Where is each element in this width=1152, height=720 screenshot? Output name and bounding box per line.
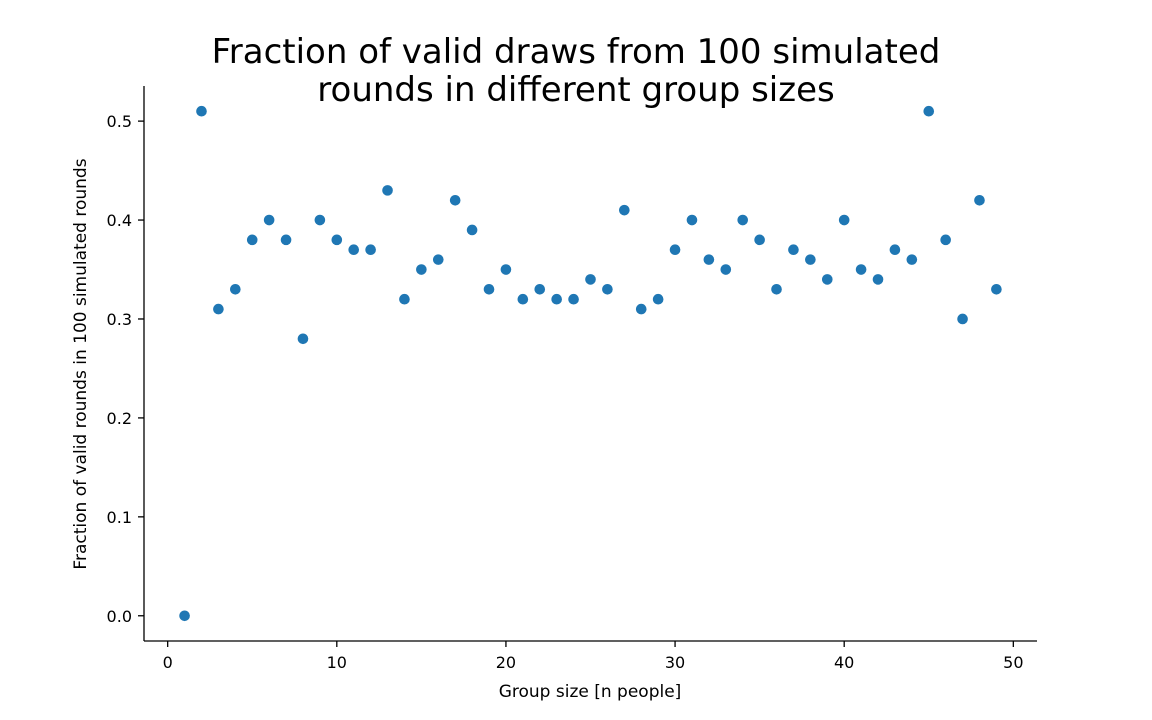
data-point bbox=[754, 234, 765, 246]
data-point bbox=[263, 214, 275, 226]
data-point bbox=[230, 284, 241, 295]
x-tick-label: 20 bbox=[496, 653, 516, 672]
data-point bbox=[196, 105, 207, 117]
data-point bbox=[534, 284, 546, 295]
y-axis-ticks: 0.0 0.1 0.2 0.3 0.4 0.5 bbox=[107, 112, 144, 626]
data-point bbox=[889, 244, 901, 256]
data-point bbox=[906, 254, 918, 265]
data-point bbox=[652, 293, 664, 305]
data-point bbox=[686, 214, 698, 226]
data-point bbox=[365, 244, 376, 256]
data-point bbox=[314, 214, 326, 226]
chart-title-line-1: Fraction of valid draws from 100 simulat… bbox=[212, 32, 941, 72]
y-axis-label: Fraction of valid rounds in 100 simulate… bbox=[71, 158, 91, 569]
data-point bbox=[280, 234, 292, 246]
data-point bbox=[585, 274, 596, 285]
y-tick-label: 0.2 bbox=[107, 409, 132, 428]
data-point bbox=[635, 303, 647, 315]
data-point bbox=[500, 264, 512, 275]
data-point bbox=[703, 254, 715, 265]
data-point bbox=[788, 244, 799, 256]
x-tick-label: 30 bbox=[665, 653, 685, 672]
data-point bbox=[991, 284, 1002, 295]
data-point bbox=[399, 293, 410, 305]
data-point bbox=[940, 234, 951, 246]
data-point bbox=[568, 293, 579, 305]
x-axis-ticks: 0 10 20 30 40 50 bbox=[163, 641, 1024, 672]
x-tick-label: 10 bbox=[327, 653, 347, 672]
data-point bbox=[331, 234, 343, 246]
y-tick-label: 0.5 bbox=[107, 112, 132, 131]
scatter-points bbox=[179, 105, 1002, 622]
data-point bbox=[551, 293, 562, 305]
data-point bbox=[297, 333, 309, 345]
data-point bbox=[720, 264, 732, 275]
data-point bbox=[872, 274, 884, 285]
data-point bbox=[179, 610, 190, 622]
axes-spines bbox=[143, 86, 1037, 642]
data-point bbox=[466, 224, 478, 236]
data-point bbox=[923, 105, 935, 117]
chart-title: Fraction of valid draws from 100 simulat… bbox=[212, 32, 941, 110]
data-point bbox=[348, 244, 360, 256]
data-point bbox=[416, 264, 427, 275]
data-point bbox=[855, 264, 867, 275]
data-point bbox=[838, 214, 850, 226]
x-axis-label: Group size [n people] bbox=[499, 682, 682, 702]
data-point bbox=[805, 254, 816, 265]
data-point bbox=[449, 194, 461, 206]
data-point bbox=[602, 284, 613, 295]
data-point bbox=[821, 274, 833, 285]
x-tick-label: 40 bbox=[834, 653, 854, 672]
data-point bbox=[619, 204, 630, 216]
data-point bbox=[957, 313, 968, 325]
x-tick-label: 50 bbox=[1003, 653, 1023, 672]
y-tick-label: 0.4 bbox=[107, 211, 132, 230]
data-point bbox=[669, 244, 681, 256]
y-tick-label: 0.3 bbox=[107, 310, 132, 329]
x-tick-label: 0 bbox=[163, 653, 173, 672]
data-point bbox=[382, 185, 393, 196]
data-point bbox=[771, 284, 782, 295]
data-point bbox=[432, 254, 444, 265]
data-point bbox=[213, 303, 224, 315]
data-point bbox=[483, 284, 495, 295]
data-point bbox=[517, 293, 529, 305]
data-point bbox=[246, 234, 258, 246]
data-point bbox=[737, 214, 749, 226]
data-point bbox=[974, 194, 985, 206]
y-tick-label: 0.0 bbox=[107, 607, 132, 626]
chart-title-line-2: rounds in different group sizes bbox=[317, 70, 834, 110]
y-tick-label: 0.1 bbox=[107, 508, 132, 527]
